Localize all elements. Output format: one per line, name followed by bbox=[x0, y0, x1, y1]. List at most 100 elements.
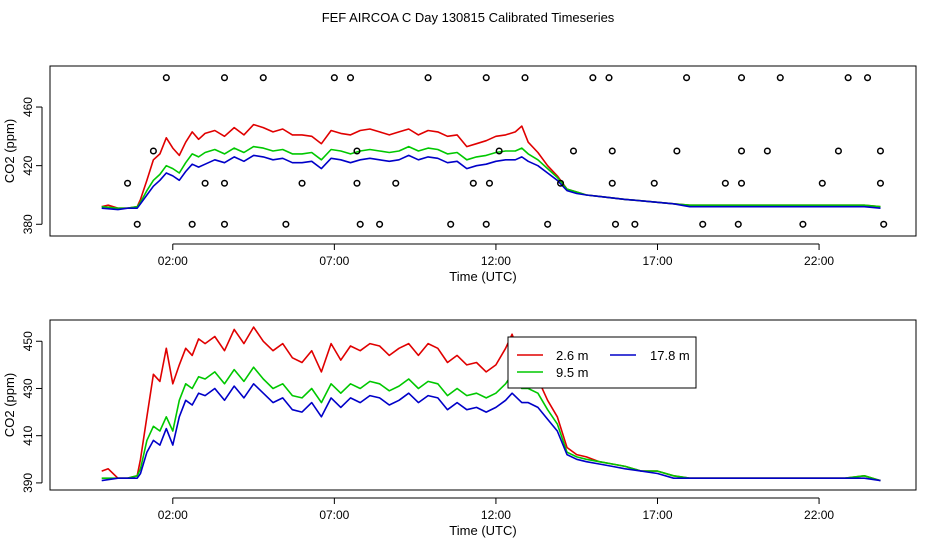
marker-point bbox=[818, 179, 826, 187]
marker-point bbox=[298, 179, 306, 187]
y-axis-top: 380 420 460 bbox=[21, 97, 43, 234]
marker-point bbox=[557, 179, 565, 187]
marker-point bbox=[424, 74, 432, 82]
marker-point bbox=[220, 74, 229, 82]
series-group-top bbox=[101, 123, 881, 211]
y-axis-label-bottom: CO2 (ppm) bbox=[2, 373, 17, 437]
y-tick-label: 460 bbox=[21, 97, 35, 117]
marker-point bbox=[589, 74, 597, 82]
x-axis-label-top: Time (UTC) bbox=[449, 269, 516, 284]
marker-point bbox=[611, 220, 620, 228]
panel-bottom: 390 410 430 450 02:00 07:00 12:00 17:00 22:00 T… bbox=[2, 319, 917, 538]
marker-point bbox=[605, 74, 613, 82]
x-tick-label: 02:00 bbox=[158, 254, 188, 268]
x-tick-label: 07:00 bbox=[319, 508, 349, 522]
marker-point bbox=[149, 147, 157, 155]
marker-point bbox=[353, 179, 361, 187]
legend: 2.6 m 17.8 m 9.5 m bbox=[507, 336, 697, 389]
marker-point bbox=[876, 179, 885, 187]
marker-point bbox=[776, 74, 784, 82]
marker-point bbox=[521, 74, 529, 82]
y-tick-label: 390 bbox=[21, 473, 35, 493]
marker-point bbox=[482, 74, 490, 82]
marker-point bbox=[608, 147, 616, 155]
marker-point bbox=[162, 74, 170, 82]
plot-frame-top bbox=[49, 65, 917, 237]
series-group-bottom bbox=[101, 326, 881, 482]
marker-point bbox=[353, 147, 361, 155]
marker-point bbox=[201, 179, 209, 187]
y-tick-label: 430 bbox=[21, 378, 35, 398]
marker-point bbox=[699, 220, 707, 228]
y-axis-label-top: CO2 (ppm) bbox=[2, 119, 17, 183]
marker-point bbox=[737, 74, 746, 82]
marker-point bbox=[282, 220, 290, 228]
marker-point bbox=[469, 179, 477, 187]
marker-point bbox=[737, 147, 746, 155]
marker-point bbox=[376, 220, 384, 228]
series-line-s26 bbox=[101, 326, 881, 482]
legend-box bbox=[507, 336, 697, 389]
x-axis-label-bottom: Time (UTC) bbox=[449, 523, 516, 538]
x-tick-label: 22:00 bbox=[804, 508, 834, 522]
marker-point bbox=[799, 220, 807, 228]
y-tick-label: 450 bbox=[21, 331, 35, 351]
marker-point bbox=[330, 74, 338, 82]
series-line-s95 bbox=[101, 145, 881, 209]
marker-point bbox=[447, 220, 455, 228]
marker-point bbox=[880, 220, 888, 228]
marker-point bbox=[673, 147, 681, 155]
marker-point bbox=[485, 179, 494, 187]
legend-label-17.8m: 17.8 m bbox=[650, 348, 690, 363]
y-tick-label: 380 bbox=[21, 214, 35, 234]
series-line-s26 bbox=[101, 123, 881, 209]
marker-point bbox=[188, 220, 196, 228]
marker-point bbox=[763, 147, 771, 155]
marker-point bbox=[259, 74, 267, 82]
y-tick-label: 410 bbox=[21, 425, 35, 445]
chart-title: FEF AIRCOA C Day 130815 Calibrated Times… bbox=[322, 10, 615, 25]
x-tick-label: 12:00 bbox=[481, 508, 511, 522]
y-axis-bottom: 390 410 430 450 bbox=[21, 331, 43, 493]
marker-point bbox=[734, 220, 742, 228]
x-tick-label: 02:00 bbox=[158, 508, 188, 522]
x-tick-label: 07:00 bbox=[319, 254, 349, 268]
marker-point bbox=[834, 147, 842, 155]
marker-point bbox=[482, 220, 490, 228]
marker-point bbox=[650, 179, 658, 187]
marker-group-top bbox=[124, 74, 888, 228]
x-tick-label: 17:00 bbox=[642, 508, 672, 522]
marker-point bbox=[737, 179, 746, 187]
marker-point bbox=[631, 220, 639, 228]
marker-point bbox=[721, 179, 729, 187]
marker-point bbox=[124, 179, 132, 187]
marker-point bbox=[844, 74, 852, 82]
legend-label-9.5m: 9.5 m bbox=[556, 365, 589, 380]
marker-point bbox=[346, 74, 355, 82]
series-line-s178 bbox=[101, 154, 881, 211]
x-axis-bottom: 02:00 07:00 12:00 17:00 22:00 bbox=[158, 497, 834, 522]
plot-frame-bottom bbox=[49, 319, 917, 491]
marker-point bbox=[220, 179, 229, 187]
marker-point bbox=[608, 179, 616, 187]
marker-point bbox=[876, 147, 885, 155]
marker-point bbox=[863, 74, 872, 82]
series-line-s178 bbox=[101, 382, 881, 482]
panel-top: 380 420 460 02:00 07:00 12:00 17:00 22:00 Time… bbox=[2, 65, 917, 284]
marker-point bbox=[133, 220, 141, 228]
legend-label-2.6m: 2.6 m bbox=[556, 348, 589, 363]
marker-point bbox=[220, 220, 229, 228]
marker-point bbox=[569, 147, 578, 155]
marker-point bbox=[544, 220, 552, 228]
x-tick-label: 22:00 bbox=[804, 254, 834, 268]
series-line-s95 bbox=[101, 366, 881, 482]
marker-point bbox=[356, 220, 364, 228]
x-tick-label: 17:00 bbox=[642, 254, 672, 268]
marker-point bbox=[392, 179, 400, 187]
marker-point bbox=[683, 74, 691, 82]
marker-point bbox=[495, 147, 503, 155]
x-axis-top: 02:00 07:00 12:00 17:00 22:00 bbox=[158, 243, 834, 268]
x-tick-label: 12:00 bbox=[481, 254, 511, 268]
y-tick-label: 420 bbox=[21, 155, 35, 175]
